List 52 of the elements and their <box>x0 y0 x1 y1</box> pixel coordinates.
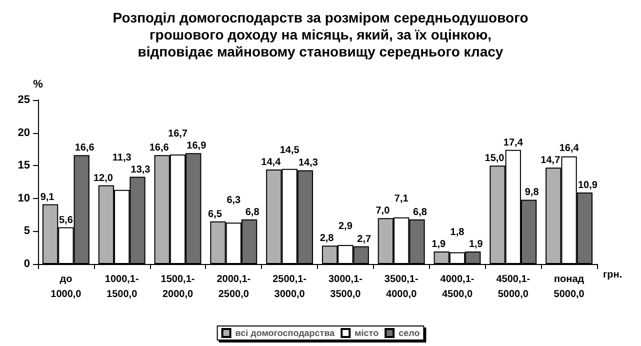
y-tick-label: 25 <box>18 94 30 106</box>
legend-label: село <box>398 328 420 338</box>
y-axis-title: % <box>33 78 44 90</box>
x-tick-label: понад 5000,0 <box>554 274 585 300</box>
data-label: 16,7 <box>168 128 188 140</box>
data-label: 14,5 <box>280 145 300 156</box>
data-label: 12,0 <box>93 172 114 184</box>
x-axis-title: грн. <box>603 270 622 280</box>
y-tick-label: 5 <box>24 225 30 238</box>
data-label: 15,0 <box>484 153 505 164</box>
data-label: 13,3 <box>130 164 151 176</box>
x-tick-label: 1500,1- 2000,0 <box>160 274 195 300</box>
data-label: 6,3 <box>226 194 242 206</box>
data-label: 6,8 <box>413 206 428 218</box>
data-label: 5,6 <box>58 214 74 226</box>
data-label: 16,6 <box>149 142 170 154</box>
x-tick-label: до 1000,0 <box>50 274 82 300</box>
data-label: 14,3 <box>298 158 318 169</box>
data-label: 7,1 <box>394 194 409 205</box>
data-label: 10,9 <box>578 180 598 191</box>
data-label: 16,6 <box>74 142 95 154</box>
x-tick-label: 4500,1- 5000,0 <box>496 274 530 300</box>
data-label: 6,5 <box>208 208 222 220</box>
y-tick-label: 10 <box>18 192 30 204</box>
data-label: 1,9 <box>432 239 446 250</box>
legend-label: місто <box>354 328 380 338</box>
data-label: 16,4 <box>559 143 580 154</box>
data-label: 1,8 <box>450 227 465 238</box>
x-tick-label: 2000,1- 2500,0 <box>216 274 251 300</box>
data-label: 6,8 <box>245 206 260 218</box>
data-label: 9,8 <box>524 187 540 198</box>
legend-label: всі домогосподарства <box>235 328 336 338</box>
data-label: 7,0 <box>376 206 390 217</box>
x-tick-label: 3500,1- 4000,0 <box>384 274 418 300</box>
y-tick-label: 20 <box>18 126 30 139</box>
data-label: 2,7 <box>357 234 372 245</box>
x-tick-label: 1000,1- 1500,0 <box>104 274 139 300</box>
data-label: 16,9 <box>186 140 207 152</box>
data-label: 14,4 <box>261 157 282 168</box>
x-tick-label: 3000,1- 3500,0 <box>328 274 362 300</box>
data-label: 9,1 <box>40 192 55 203</box>
x-tick-label: 4000,1- 4500,0 <box>440 274 474 300</box>
data-label: 17,4 <box>503 137 524 148</box>
data-label: 1,9 <box>468 239 484 250</box>
y-tick-label: 15 <box>18 160 30 172</box>
y-tick-label: 0 <box>24 258 30 270</box>
data-label: 11,3 <box>112 152 132 164</box>
x-tick-label: 2500,1- 3000,0 <box>272 274 307 300</box>
data-label: 2,8 <box>320 233 334 244</box>
data-label: 14,7 <box>540 155 561 166</box>
data-label: 2,9 <box>338 221 353 232</box>
chart-title: Розподіл домогосподарств за розміром середньодушового грошового доходу на місяць, який, за їх оцінкою, відповідає майновому становищу середнього класу <box>112 10 528 60</box>
